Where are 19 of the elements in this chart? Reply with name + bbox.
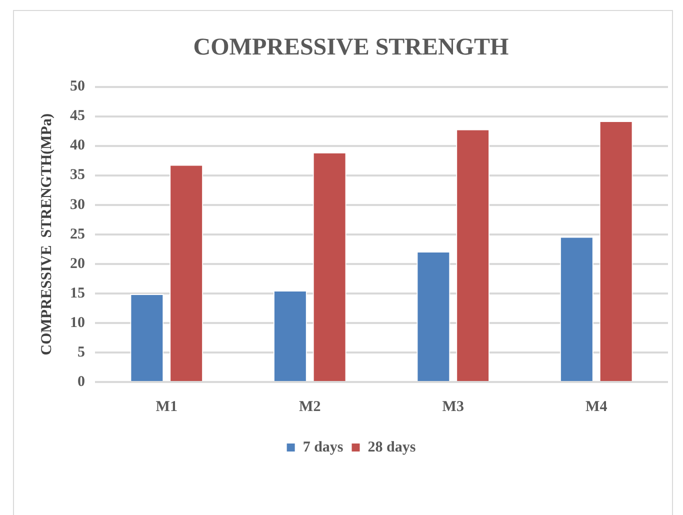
y-tick-label: 10 bbox=[70, 314, 85, 331]
chart-title: COMPRESSIVE STRENGTH bbox=[193, 34, 510, 61]
y-tick-label: 50 bbox=[70, 78, 85, 95]
y-tick-label: 30 bbox=[70, 196, 85, 213]
legend-label: 7 days bbox=[302, 439, 344, 456]
y-tick-label: 40 bbox=[70, 138, 85, 154]
y-tick-label: 35 bbox=[70, 167, 85, 184]
x-tick-label: M2 bbox=[299, 398, 321, 415]
y-tick-label: 5 bbox=[78, 344, 85, 360]
x-tick-label: M1 bbox=[156, 398, 178, 415]
y-tick-label: 45 bbox=[70, 108, 85, 124]
y-axis-title: COMPRESSIVE STRENGTH(MPa) bbox=[38, 114, 55, 356]
x-tick-label: M3 bbox=[442, 398, 464, 415]
y-tick-label: 25 bbox=[70, 226, 85, 242]
y-tick-label: 0 bbox=[78, 374, 85, 390]
y-tick-label: 15 bbox=[70, 285, 85, 302]
y-tick-label: 20 bbox=[70, 256, 85, 272]
legend-label: 28 days bbox=[368, 439, 416, 456]
x-tick-label: M4 bbox=[586, 398, 608, 415]
